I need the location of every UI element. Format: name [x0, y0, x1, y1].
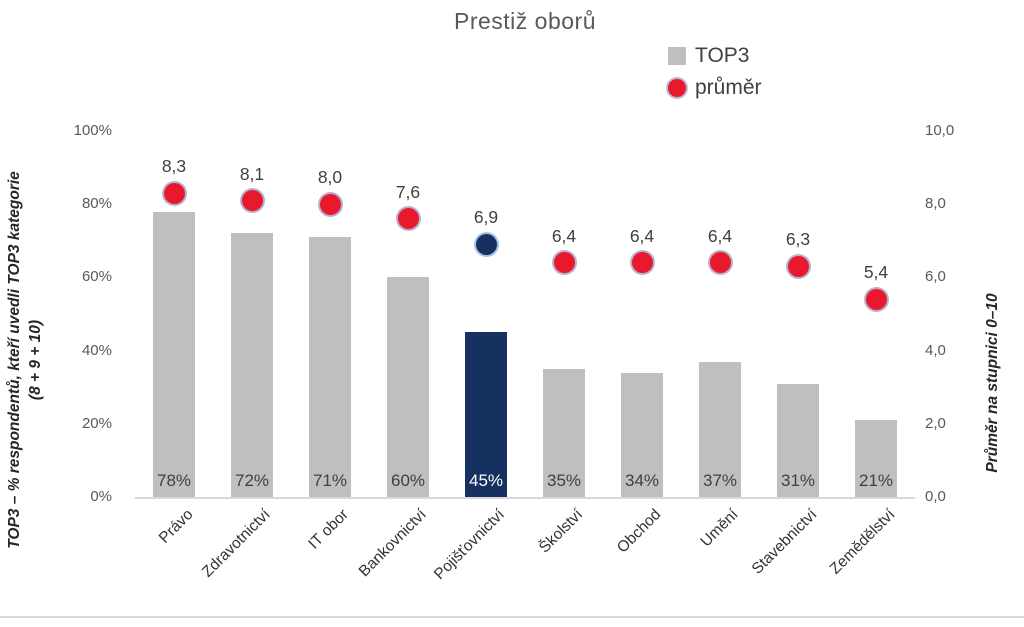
left-axis-tick: 40%	[81, 341, 112, 359]
average-dot	[631, 252, 653, 274]
right-axis-tick: 8,0	[925, 195, 946, 213]
left-axis-tick: 60%	[81, 268, 112, 286]
right-axis-tick: 10,0	[925, 122, 955, 139]
average-dot	[397, 208, 419, 230]
bar-gray	[153, 211, 195, 497]
bar-gray	[387, 277, 429, 497]
legend: TOP3 průměr	[668, 42, 762, 106]
average-dot	[163, 182, 185, 204]
left-axis-tick: 80%	[81, 195, 112, 213]
average-dot	[241, 190, 263, 212]
legend-item-prumer: průměr	[668, 74, 762, 102]
average-value-label: 5,4	[863, 262, 889, 283]
right-axis-tick: 4,0	[925, 341, 946, 359]
left-axis-tick: 0%	[90, 488, 112, 505]
average-value-label: 8,1	[239, 163, 265, 184]
footer-divider-line	[0, 616, 1024, 618]
average-dot	[865, 288, 887, 310]
average-value-label: 6,4	[707, 225, 733, 246]
category-label-text: Zemědělství	[826, 506, 899, 578]
bar-value-label: 35%	[546, 471, 582, 490]
bar-value-label: 34%	[624, 471, 660, 490]
right-axis-tick: 0,0	[925, 488, 946, 505]
bar-gray	[621, 372, 663, 497]
average-value-label: 8,0	[317, 167, 343, 188]
left-axis-tick: 100%	[73, 122, 112, 139]
left-axis-tick: 20%	[81, 414, 112, 432]
average-value-label: 6,4	[551, 225, 577, 246]
average-value-label: 6,4	[629, 225, 655, 246]
average-value-label: 6,9	[473, 207, 499, 228]
bar-value-label: 37%	[702, 471, 738, 490]
average-value-label: 8,3	[161, 156, 187, 177]
bar-series-swatch-icon	[668, 47, 686, 65]
chart-title: Prestiž oborů	[453, 8, 596, 34]
average-dot	[787, 255, 809, 277]
bar-gray	[699, 361, 741, 497]
category-label: Zemědělství	[706, 506, 898, 578]
bar-value-label: 71%	[312, 471, 348, 490]
right-axis-tick: 6,0	[925, 268, 946, 286]
bar-value-label: 72%	[234, 471, 270, 490]
dot-series-swatch-icon	[668, 79, 686, 97]
average-dot	[709, 252, 731, 274]
legend-label-top3: TOP3	[695, 44, 750, 67]
bar-gray	[855, 420, 897, 497]
bar-gray	[777, 383, 819, 497]
bar-gray	[231, 233, 273, 497]
bar-gray	[543, 368, 585, 497]
bar-value-label: 31%	[780, 471, 816, 490]
bar-value-label: 60%	[390, 471, 426, 490]
bar-value-label: 45%	[468, 471, 504, 490]
average-dot	[319, 193, 341, 215]
x-axis-line	[135, 497, 915, 499]
bar-value-label: 78%	[156, 471, 192, 490]
legend-label-prumer: průměr	[695, 76, 762, 99]
average-dot	[553, 252, 575, 274]
average-value-label: 7,6	[395, 181, 421, 202]
average-value-label: 6,3	[785, 229, 811, 250]
bar-highlighted	[465, 332, 507, 497]
average-dot-highlighted	[475, 233, 497, 255]
bar-gray	[309, 237, 351, 497]
bar-value-label: 21%	[858, 471, 894, 490]
right-axis-tick: 2,0	[925, 414, 946, 432]
legend-item-top3: TOP3	[668, 42, 762, 70]
